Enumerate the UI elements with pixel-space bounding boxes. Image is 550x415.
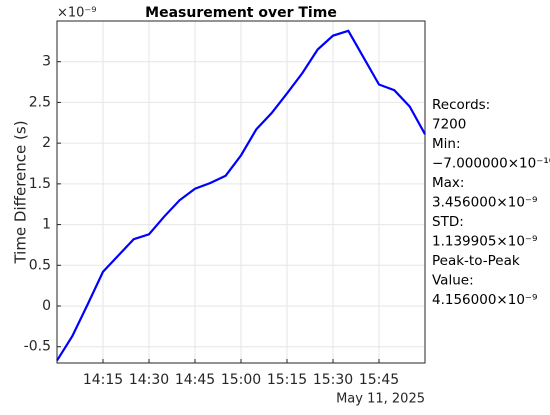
x-tick-label: 15:15 bbox=[267, 372, 307, 388]
stats-line: 4.156000×10⁻⁹ bbox=[432, 292, 537, 308]
stats-line: Peak-to-Peak bbox=[432, 253, 520, 269]
chart-title: Measurement over Time bbox=[145, 5, 337, 21]
y-tick-label: 1.5 bbox=[29, 176, 51, 192]
y-tick-label: 0 bbox=[42, 298, 51, 314]
x-tick-label: 15:45 bbox=[359, 372, 399, 388]
x-sublabel: May 11, 2025 bbox=[336, 392, 425, 407]
y-tick-label: 3 bbox=[42, 54, 51, 70]
y-exponent: ×10⁻⁹ bbox=[57, 6, 97, 21]
x-tick-label: 14:30 bbox=[129, 372, 169, 388]
stats-line: −7.000000×10⁻¹⁰ bbox=[432, 156, 550, 172]
data-line bbox=[56, 29, 426, 362]
x-tick-label: 14:45 bbox=[175, 372, 215, 388]
stats-line: 7200 bbox=[432, 117, 466, 133]
stats-line: Max: bbox=[432, 175, 464, 191]
stats-line: 1.139905×10⁻⁹ bbox=[432, 234, 537, 250]
plot-frame bbox=[56, 20, 426, 364]
y-tick-label: -0.5 bbox=[24, 339, 51, 355]
x-tick-label: 15:30 bbox=[313, 372, 353, 388]
stats-line: Records: bbox=[432, 97, 490, 113]
stats-line: STD: bbox=[432, 214, 464, 230]
stats-line: 3.456000×10⁻⁹ bbox=[432, 195, 537, 211]
y-tick-label: 2 bbox=[42, 135, 51, 151]
stats-line: Value: bbox=[432, 273, 474, 289]
y-tick-label: 0.5 bbox=[29, 257, 51, 273]
stats-line: Min: bbox=[432, 136, 461, 152]
y-tick-label: 2.5 bbox=[29, 94, 51, 110]
y-axis-label: Time Difference (s) bbox=[12, 120, 30, 264]
x-tick-label: 15:00 bbox=[221, 372, 261, 388]
y-tick-label: 1 bbox=[42, 217, 51, 233]
x-tick-label: 14:15 bbox=[83, 372, 123, 388]
